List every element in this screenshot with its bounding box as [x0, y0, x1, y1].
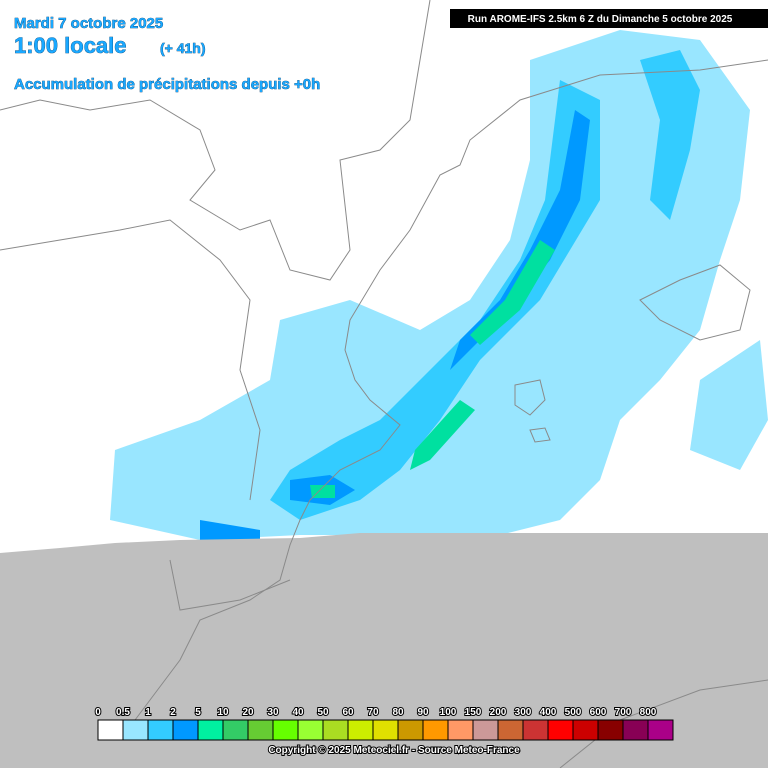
- legend-swatch: [522, 719, 549, 741]
- legend-swatch: [572, 719, 599, 741]
- legend-label: 500: [565, 707, 582, 718]
- date: Mardi 7 octobre 2025: [14, 15, 163, 32]
- legend-label: 1: [145, 707, 151, 718]
- precip-area: [310, 485, 335, 498]
- legend: 0 0.5 1 2 5 10 20 30 40 50 60 70 80 90 100 150 200 300 400…: [94, 706, 674, 741]
- island: [529, 427, 551, 443]
- out-of-domain: [0, 533, 768, 768]
- precip-area: [410, 400, 475, 470]
- border: [169, 559, 291, 611]
- precipitation: [110, 30, 768, 540]
- legend-swatch: [547, 719, 574, 741]
- legend-label: 0: [95, 707, 101, 718]
- legend-swatch: [122, 719, 149, 741]
- legend-label: 40: [292, 707, 304, 718]
- legend-swatch: [497, 719, 524, 741]
- border: [0, 0, 431, 281]
- legend-label: 150: [465, 707, 482, 718]
- product: Accumulation de précipitations depuis +0…: [14, 76, 320, 93]
- legend-swatch: [297, 719, 324, 741]
- legend-label: 600: [590, 707, 607, 718]
- legend-label: 10: [217, 707, 229, 718]
- legend-label: 70: [367, 707, 379, 718]
- legend-swatch: [247, 719, 274, 741]
- precip-area: [690, 340, 768, 470]
- legend-label: 60: [342, 707, 354, 718]
- legend-swatch: [172, 719, 199, 741]
- legend-swatch: [372, 719, 399, 741]
- island: [639, 264, 751, 341]
- legend-swatch: [222, 719, 249, 741]
- legend-label: 90: [417, 707, 429, 718]
- legend-label: 50: [317, 707, 329, 718]
- legend-label: 700: [615, 707, 632, 718]
- valid-time: 1:00 locale: [14, 33, 127, 58]
- legend-swatch: [447, 719, 474, 741]
- coastline: [559, 679, 768, 768]
- legend-swatch: [622, 719, 649, 741]
- legend-label: 5: [195, 707, 201, 718]
- precip-area: [640, 50, 700, 220]
- legend-swatch: [347, 719, 374, 741]
- copyright: Copyright © 2025 Meteociel.fr - Source M…: [268, 745, 520, 756]
- coastline: [119, 59, 768, 741]
- legend-swatch: [397, 719, 424, 741]
- precip-area: [270, 80, 600, 520]
- legend-swatch: [322, 719, 349, 741]
- run-info: Run AROME-IFS 2.5km 6 Z du Dimanche 5 oc…: [468, 14, 733, 25]
- run-box: [450, 9, 768, 28]
- legend-swatch: [422, 719, 449, 741]
- legend-label: 800: [640, 707, 657, 718]
- legend-label: 80: [392, 707, 404, 718]
- legend-label: 30: [267, 707, 279, 718]
- legend-label: 400: [540, 707, 557, 718]
- legend-label: 2: [170, 707, 176, 718]
- border: [0, 219, 261, 501]
- legend-label: 300: [515, 707, 532, 718]
- legend-label: 200: [490, 707, 507, 718]
- precip-area: [450, 110, 590, 370]
- precip-area: [200, 520, 260, 540]
- legend-swatch: [647, 719, 674, 741]
- legend-label: 100: [440, 707, 457, 718]
- legend-swatch: [197, 719, 224, 741]
- lead-time: (+ 41h): [160, 40, 206, 56]
- legend-swatch: [97, 719, 124, 741]
- legend-swatch: [597, 719, 624, 741]
- legend-label: 20: [242, 707, 254, 718]
- legend-swatch: [147, 719, 174, 741]
- precip-area: [470, 240, 555, 345]
- legend-label: 0.5: [116, 707, 130, 718]
- legend-swatch: [472, 719, 499, 741]
- island: [514, 379, 546, 416]
- legend-swatch: [272, 719, 299, 741]
